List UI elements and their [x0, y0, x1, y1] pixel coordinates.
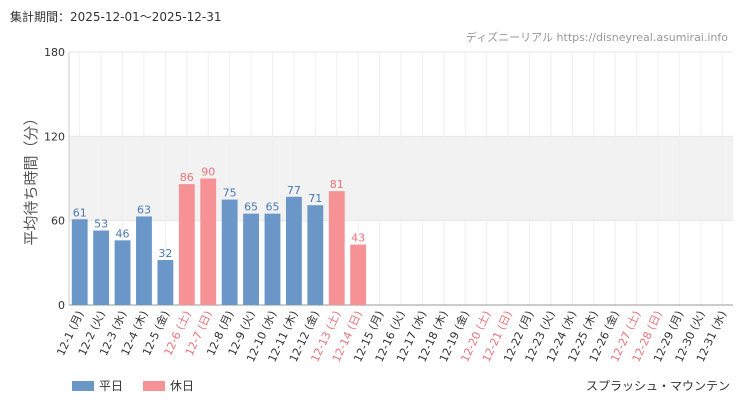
legend: 平日 休日 [72, 377, 214, 394]
bar-value-label: 61 [73, 206, 87, 219]
bar [243, 213, 259, 305]
bar-value-label: 90 [201, 166, 215, 179]
bar-value-label: 32 [158, 247, 172, 260]
bar [93, 230, 110, 305]
bar [285, 196, 302, 305]
bar [200, 178, 217, 305]
bar-value-label: 77 [287, 184, 301, 197]
legend-item-weekday: 平日 [72, 377, 123, 394]
bar [71, 219, 88, 305]
bar [114, 240, 131, 305]
y-tick-label: 180 [44, 46, 65, 59]
bar-value-label: 81 [330, 178, 344, 191]
bar [350, 244, 367, 305]
y-tick-label: 0 [58, 299, 65, 312]
y-tick-label: 60 [51, 215, 65, 228]
bar-value-label: 75 [223, 187, 237, 200]
legend-item-holiday: 休日 [143, 377, 194, 394]
bar-value-label: 63 [137, 203, 151, 216]
bar-value-label: 65 [265, 201, 279, 214]
bar [136, 216, 152, 305]
bar [157, 260, 174, 305]
bar-value-label: 86 [180, 171, 194, 184]
attraction-name: スプラッシュ・マウンテン [585, 379, 730, 393]
bar [328, 191, 345, 305]
bar [307, 205, 324, 305]
bar [264, 213, 281, 305]
bar-value-label: 71 [308, 192, 322, 205]
bar-value-label: 46 [116, 227, 130, 240]
bar [178, 184, 195, 305]
legend-swatch-weekday [72, 380, 94, 391]
legend-label-weekday: 平日 [99, 379, 124, 393]
bar [221, 199, 238, 305]
y-tick-label: 120 [44, 130, 65, 143]
legend-swatch-holiday [143, 380, 166, 391]
source-credit: ディズニーリアル https://disneyreal.asumirai.inf… [465, 31, 728, 44]
bar-value-label: 53 [94, 218, 108, 231]
bar-value-label: 65 [244, 201, 258, 214]
bar-value-label: 43 [351, 232, 365, 245]
y-axis-label: 平均待ち時間（分） [22, 110, 40, 245]
legend-label-holiday: 休日 [170, 379, 195, 393]
collection-period: 集計期間：2025-12-01～2025-12-31 [10, 10, 222, 24]
